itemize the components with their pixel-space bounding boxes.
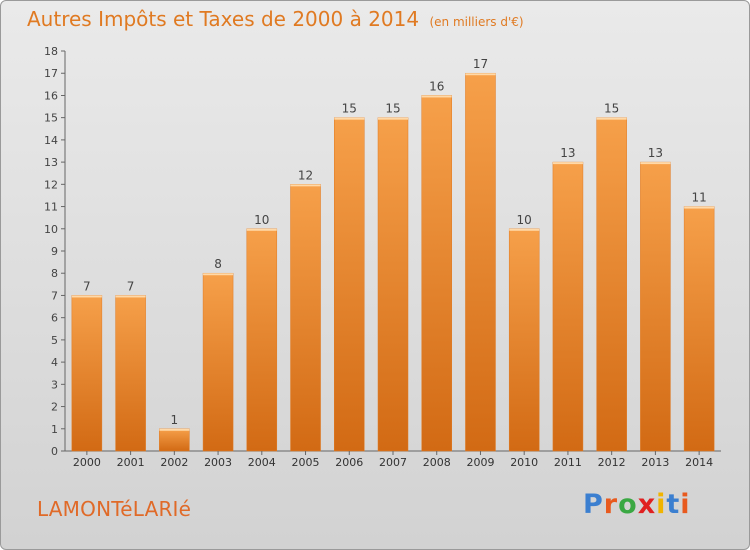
brand-logo: Proxiti [583,489,691,520]
brand-letter: t [666,489,681,520]
data-label: 17 [473,57,488,71]
x-tick-label: 2006 [335,456,363,469]
data-label: 1 [171,413,179,427]
y-tick-label: 17 [44,67,58,80]
y-tick-label: 8 [51,267,58,280]
bar [246,228,278,452]
bar [465,72,496,452]
x-tick-label: 2002 [160,456,188,469]
chart-subtitle: (en milliers d'€) [429,15,524,29]
x-tick-label: 2010 [510,456,538,469]
y-tick-label: 15 [44,112,58,125]
y-tick-label: 4 [51,356,58,369]
bar-highlight [290,184,321,187]
data-label: 13 [648,146,663,160]
x-tick-label: 2014 [685,456,713,469]
data-label: 16 [429,79,444,93]
y-tick-label: 5 [51,334,58,347]
data-label: 15 [342,102,357,116]
bar [377,117,409,452]
data-label: 15 [604,102,619,116]
x-tick-label: 2007 [379,456,407,469]
data-label: 10 [254,213,269,227]
bar-highlight [465,73,496,76]
bar-highlight [115,295,146,298]
data-label: 8 [214,257,222,271]
bar-highlight [203,273,234,276]
data-label: 12 [298,168,313,182]
bar [115,295,146,452]
bar-highlight [509,228,540,231]
bar [159,428,190,452]
y-tick-label: 2 [51,401,58,414]
bar-highlight [552,162,583,165]
data-label: 13 [560,146,575,160]
bar-highlight [159,428,190,431]
bar [202,272,234,452]
y-tick-label: 11 [44,201,58,214]
y-tick-label: 12 [44,178,58,191]
y-tick-label: 16 [44,89,58,102]
brand-letter: i [680,489,691,520]
y-tick-label: 14 [44,134,58,147]
bar-highlight [378,117,408,120]
bar-highlight [596,117,627,120]
y-tick-label: 7 [51,289,58,302]
brand-letter: x [637,489,657,520]
x-tick-label: 2008 [423,456,451,469]
x-tick-label: 2013 [641,456,669,469]
bar-highlight [684,206,715,209]
bar [683,206,715,452]
y-tick-label: 18 [44,45,58,58]
chart-title: Autres Impôts et Taxes de 2000 à 2014 (e… [27,7,524,31]
y-tick-label: 13 [44,156,58,169]
x-tick-label: 2011 [554,456,582,469]
y-tick-label: 3 [51,378,58,391]
x-tick-label: 2001 [117,456,145,469]
bar-highlight [640,162,671,165]
y-tick-label: 6 [51,312,58,325]
brand-letter: P [583,489,604,520]
bar [640,161,671,452]
y-tick-label: 0 [51,445,58,458]
data-label: 10 [517,213,532,227]
data-label: 15 [385,102,400,116]
bar [421,95,452,452]
bar-highlight [71,295,102,298]
x-tick-label: 2012 [598,456,626,469]
bar [71,295,103,452]
brand-letter: i [656,489,667,520]
x-tick-label: 2004 [248,456,276,469]
data-label: 7 [83,279,91,293]
y-tick-label: 9 [51,245,58,258]
y-tick-label: 1 [51,423,58,436]
bar-highlight [421,95,452,98]
x-tick-label: 2000 [73,456,101,469]
y-tick-label: 10 [44,223,58,236]
bar [508,228,540,452]
x-tick-label: 2003 [204,456,232,469]
bar [552,161,584,452]
x-tick-label: 2009 [466,456,494,469]
x-tick-label: 2005 [292,456,320,469]
data-label: 7 [127,279,135,293]
data-label: 11 [691,191,706,205]
bar [596,117,627,452]
bar-highlight [334,117,365,120]
bar [334,117,365,452]
bar [290,184,321,452]
brand-letter: r [603,489,619,520]
brand-letter: o [618,489,638,520]
commune-name: LAMONTéLARIé [37,497,192,521]
bar-highlight [246,228,277,231]
chart-title-text: Autres Impôts et Taxes de 2000 à 2014 [27,7,420,31]
